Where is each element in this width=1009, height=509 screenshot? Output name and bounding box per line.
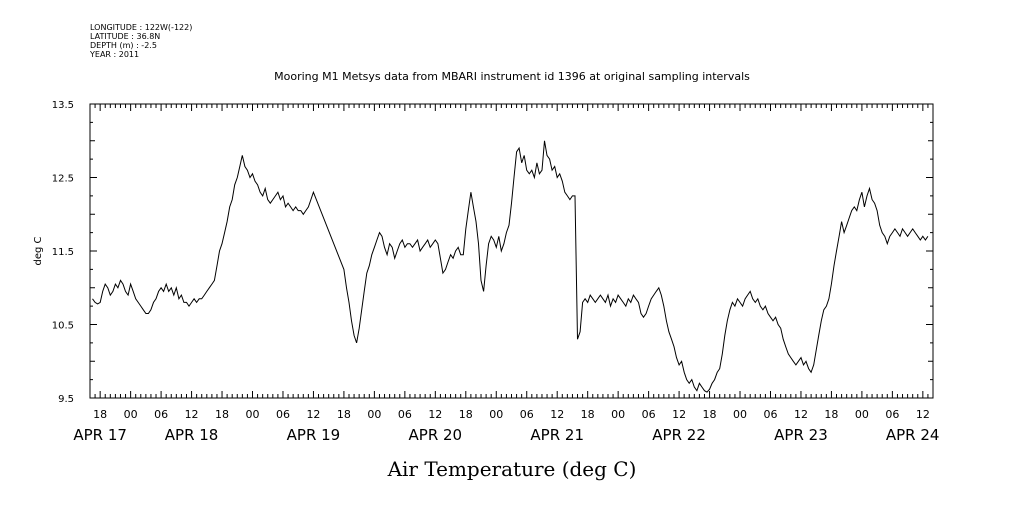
x-hour-label: 18 bbox=[337, 408, 351, 421]
axis-ticks bbox=[89, 103, 934, 399]
x-hour-label: 00 bbox=[489, 408, 503, 421]
header-year: YEAR : 2011 bbox=[89, 50, 139, 59]
y-tick-label: 13.5 bbox=[52, 100, 74, 111]
chart-header: LONGITUDE : 122W(-122) LATITUDE : 36.8N … bbox=[89, 23, 192, 59]
header-depth: DEPTH (m) : -2.5 bbox=[90, 41, 157, 50]
x-hour-label: 18 bbox=[459, 408, 473, 421]
x-hour-label: 06 bbox=[276, 408, 290, 421]
x-hour-label: 12 bbox=[185, 408, 199, 421]
x-hour-label: 06 bbox=[885, 408, 899, 421]
header-latitude: LATITUDE : 36.8N bbox=[90, 32, 160, 41]
x-tick-labels: 18 00 06 12 18 00 06 12 18 00 06 12 18 00 06 12 18 00 06 12… bbox=[73, 408, 939, 444]
y-tick-label: 9.5 bbox=[58, 394, 74, 405]
x-hour-label: 18 bbox=[93, 408, 107, 421]
x-hour-label: 12 bbox=[916, 408, 930, 421]
y-tick-labels: 9.5 10.5 11.5 12.5 13.5 bbox=[52, 100, 74, 405]
x-hour-label: 06 bbox=[642, 408, 656, 421]
x-hour-label: 12 bbox=[794, 408, 808, 421]
x-hour-label: 00 bbox=[611, 408, 625, 421]
x-day-label: APR 17 bbox=[73, 426, 127, 444]
chart-title: Mooring M1 Metsys data from MBARI instru… bbox=[274, 70, 750, 83]
x-hour-label: 00 bbox=[367, 408, 381, 421]
x-hour-label: 18 bbox=[215, 408, 229, 421]
x-hour-label: 06 bbox=[520, 408, 534, 421]
x-hour-label: 06 bbox=[763, 408, 777, 421]
series-line-air-temperature bbox=[92, 140, 929, 393]
x-day-label: APR 21 bbox=[530, 426, 584, 444]
y-tick-label: 12.5 bbox=[52, 174, 74, 185]
x-day-label: APR 23 bbox=[774, 426, 828, 444]
x-hour-label: 00 bbox=[124, 408, 138, 421]
y-tick-label: 11.5 bbox=[52, 247, 74, 258]
x-hour-label: 00 bbox=[855, 408, 869, 421]
y-axis-label: deg C bbox=[33, 236, 44, 265]
x-hour-label: 12 bbox=[306, 408, 320, 421]
x-hour-label: 00 bbox=[733, 408, 747, 421]
x-day-label: APR 22 bbox=[652, 426, 706, 444]
x-hour-label: 00 bbox=[246, 408, 260, 421]
x-hour-label: 18 bbox=[824, 408, 838, 421]
y-tick-label: 10.5 bbox=[52, 321, 74, 332]
x-hour-label: 18 bbox=[581, 408, 595, 421]
x-day-label: APR 18 bbox=[165, 426, 219, 444]
x-day-label: APR 19 bbox=[287, 426, 341, 444]
x-hour-label: 12 bbox=[428, 408, 442, 421]
x-hour-label: 12 bbox=[672, 408, 686, 421]
header-longitude: LONGITUDE : 122W(-122) bbox=[90, 23, 192, 32]
x-hour-label: 12 bbox=[550, 408, 564, 421]
x-hour-label: 06 bbox=[398, 408, 412, 421]
x-day-label: APR 20 bbox=[409, 426, 463, 444]
x-day-label: APR 24 bbox=[886, 426, 940, 444]
x-hour-label: 18 bbox=[703, 408, 717, 421]
x-hour-label: 06 bbox=[154, 408, 168, 421]
x-axis-title: Air Temperature (deg C) bbox=[387, 457, 637, 481]
plot-frame bbox=[89, 103, 934, 399]
